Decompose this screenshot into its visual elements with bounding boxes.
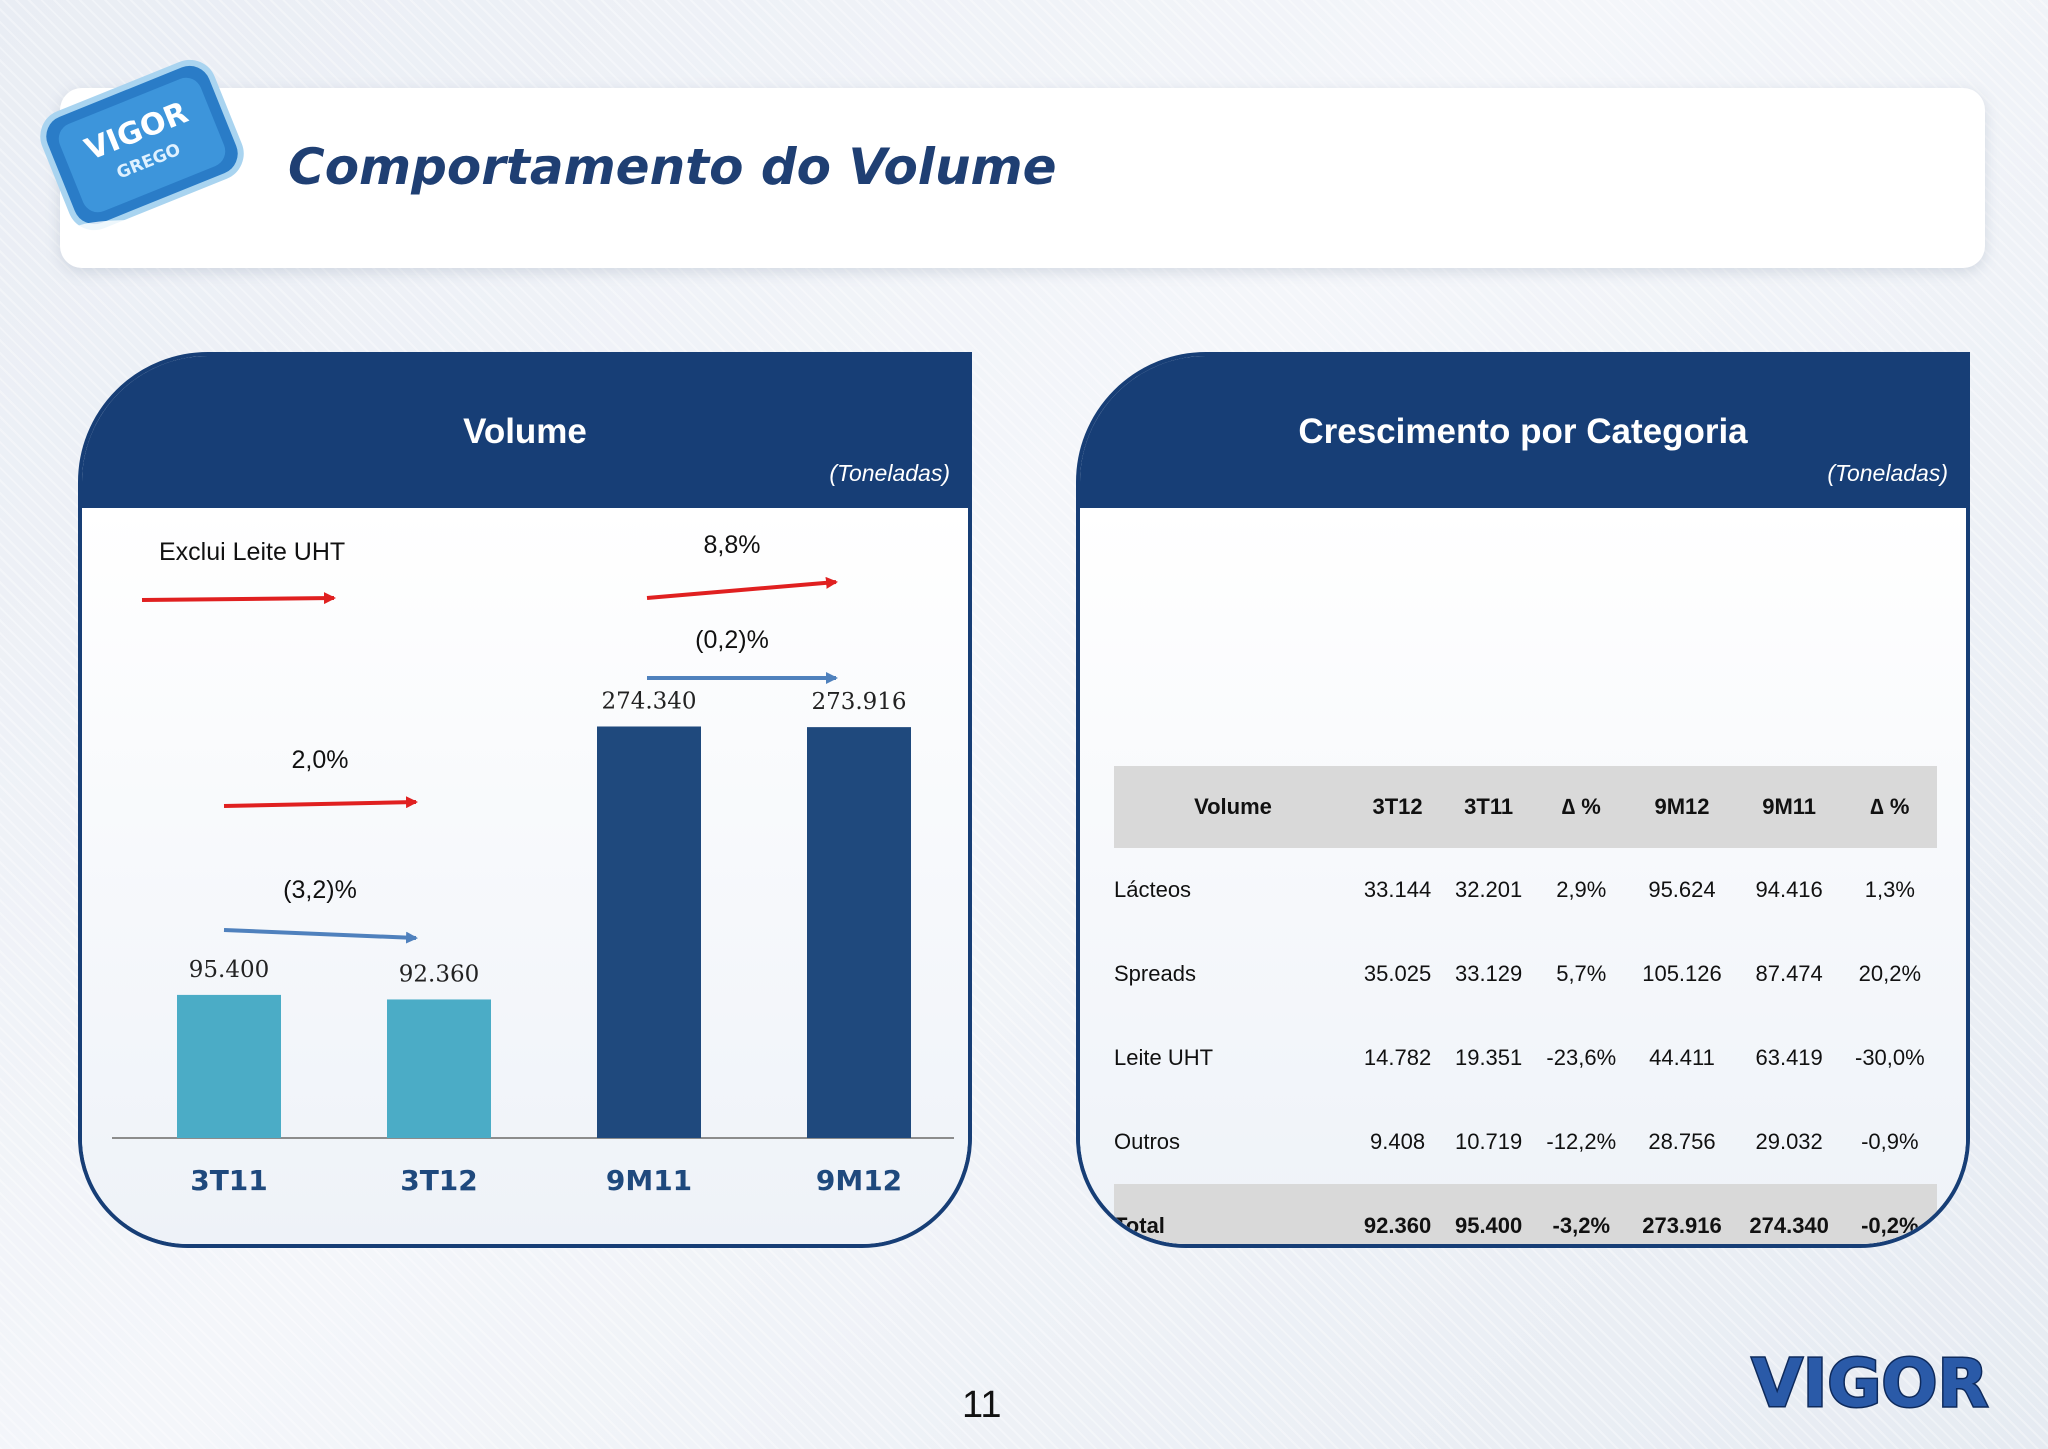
table-total-row: Total 92.360 95.400 -3,2% 273.916 274.34…: [1114, 1184, 1937, 1244]
bar-3t11: [177, 994, 281, 1138]
table-cell: 273.916: [1628, 1184, 1736, 1244]
bar-9m11: [597, 726, 701, 1138]
page-title: Comportamento do Volume: [288, 138, 1057, 196]
category-table: Volume 3T12 3T11 ∆ % 9M12 9M11 ∆ % Lácte…: [1114, 766, 1937, 1244]
volume-panel: Volume (Toneladas) Exclui Leite UHT 2,0%…: [78, 352, 972, 1248]
table-cell: 19.351: [1454, 1045, 1523, 1070]
volume-panel-header: Volume (Toneladas): [82, 356, 968, 508]
table-cell: 95.400: [1443, 1184, 1535, 1244]
table-cell: 274.340: [1735, 1184, 1843, 1244]
bar-9m12: [807, 727, 911, 1138]
brand-logo: VIGOR: [1750, 1344, 1990, 1423]
table-cell: -12,2%: [1546, 1129, 1617, 1154]
table-cell: 87.474: [1755, 961, 1823, 986]
volume-chart: Exclui Leite UHT 2,0% (3,2)% 8,8% (0,2)%…: [112, 531, 954, 1197]
table-cell: 1,3%: [1864, 877, 1915, 902]
x-tick-label: 9M12: [816, 1164, 902, 1197]
ninemonth-growth-total-label: (0,2)%: [695, 626, 769, 654]
table-cell: -30,0%: [1855, 1045, 1925, 1070]
table-cell: 35.025: [1363, 961, 1432, 986]
quarter-growth-excl-uht-label: 2,0%: [292, 746, 349, 774]
title-bar: [60, 88, 1985, 268]
x-tick-label: 9M11: [606, 1164, 692, 1197]
table-cell: 29.032: [1755, 1129, 1823, 1154]
x-tick-label: 3T11: [190, 1164, 268, 1197]
table-cell: Outros: [1114, 1129, 1181, 1154]
table-cell: 94.416: [1755, 877, 1823, 902]
table-cell: Total: [1114, 1184, 1352, 1244]
table-cell: Spreads: [1114, 961, 1196, 986]
table-cell: 105.126: [1642, 961, 1722, 986]
table-cell: 95.624: [1648, 877, 1716, 902]
table-cell: -23,6%: [1546, 1045, 1617, 1070]
table-row: Outros 9.408 10.719 -12,2% 28.756 29.032…: [1114, 1100, 1937, 1184]
table-cell: 63.419: [1755, 1045, 1823, 1070]
product-logo-image: VIGOR GREGO: [40, 59, 244, 240]
table-cell: 10.719: [1454, 1129, 1523, 1154]
table-header-cell: 3T11: [1443, 766, 1535, 848]
x-tick-label: 3T12: [400, 1164, 478, 1197]
table-cell: -3,2%: [1534, 1184, 1629, 1244]
table-cell: 33.144: [1363, 877, 1432, 902]
table-row: Lácteos 33.144 32.201 2,9% 95.624 94.416…: [1114, 848, 1937, 932]
table-cell: -0,9%: [1861, 1129, 1919, 1154]
category-table-area: Volume 3T12 3T11 ∆ % 9M12 9M11 ∆ % Lácte…: [1080, 508, 1966, 1244]
table-cell: -0,2%: [1842, 1184, 1937, 1244]
table-cell: 44.411: [1649, 1045, 1715, 1070]
table-cell: 28.756: [1648, 1129, 1716, 1154]
page-number: 11: [962, 1384, 1002, 1426]
table-cell: 5,7%: [1556, 961, 1607, 986]
volume-panel-unit: (Toneladas): [829, 460, 950, 486]
table-header-cell: ∆ %: [1534, 766, 1629, 848]
quarter-growth-red-arrow: [223, 796, 418, 809]
table-cell: 2,9%: [1556, 877, 1607, 902]
category-panel-unit: (Toneladas): [1827, 460, 1948, 486]
table-cell: Lácteos: [1114, 877, 1192, 902]
bar-value-label: 92.360: [399, 961, 479, 987]
table-header-cell: Volume: [1114, 766, 1352, 848]
legend-red-arrow: [141, 592, 336, 605]
category-panel-title: Crescimento por Categoria: [1298, 412, 1748, 451]
table-cell: 92.360: [1352, 1184, 1444, 1244]
bar-value-label: 274.340: [601, 688, 696, 714]
quarter-growth-blue-arrow: [223, 928, 418, 944]
table-row: Spreads 35.025 33.129 5,7% 105.126 87.47…: [1114, 932, 1937, 1016]
quarter-growth-total-label: (3,2)%: [283, 876, 357, 904]
volume-chart-area: Exclui Leite UHT 2,0% (3,2)% 8,8% (0,2)%…: [82, 508, 968, 1244]
ninemonth-growth-red-arrow: [646, 576, 838, 600]
bar-value-label: 273.916: [811, 689, 906, 715]
volume-panel-title: Volume: [463, 412, 587, 451]
table-header-cell: 3T12: [1352, 766, 1444, 848]
table-header-cell: 9M12: [1628, 766, 1736, 848]
table-header-cell: 9M11: [1735, 766, 1843, 848]
bar-3t12: [387, 999, 491, 1138]
table-header-cell: ∆ %: [1842, 766, 1937, 848]
table-cell: 14.782: [1363, 1045, 1432, 1070]
table-header-row: Volume 3T12 3T11 ∆ % 9M12 9M11 ∆ %: [1114, 766, 1937, 848]
table-cell: 33.129: [1454, 961, 1523, 986]
category-panel-header: Crescimento por Categoria (Toneladas): [1080, 356, 1966, 508]
table-cell: 20,2%: [1858, 961, 1922, 986]
ninemonth-growth-excl-uht-label: 8,8%: [704, 531, 761, 559]
table-row: Leite UHT 14.782 19.351 -23,6% 44.411 63…: [1114, 1016, 1937, 1100]
table-cell: 32.201: [1454, 877, 1523, 902]
category-panel: Crescimento por Categoria (Toneladas) Vo…: [1076, 352, 1970, 1248]
table-cell: 9.408: [1370, 1129, 1426, 1154]
bar-value-label: 95.400: [189, 957, 269, 983]
table-cell: Leite UHT: [1114, 1045, 1214, 1070]
legend-excludes-uht-text: Exclui Leite UHT: [159, 538, 345, 566]
brand-logo-text: VIGOR: [1752, 1345, 1989, 1422]
